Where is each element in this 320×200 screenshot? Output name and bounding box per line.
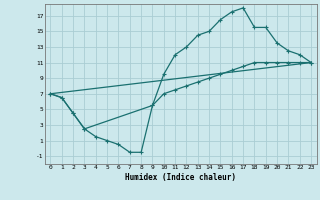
- X-axis label: Humidex (Indice chaleur): Humidex (Indice chaleur): [125, 173, 236, 182]
